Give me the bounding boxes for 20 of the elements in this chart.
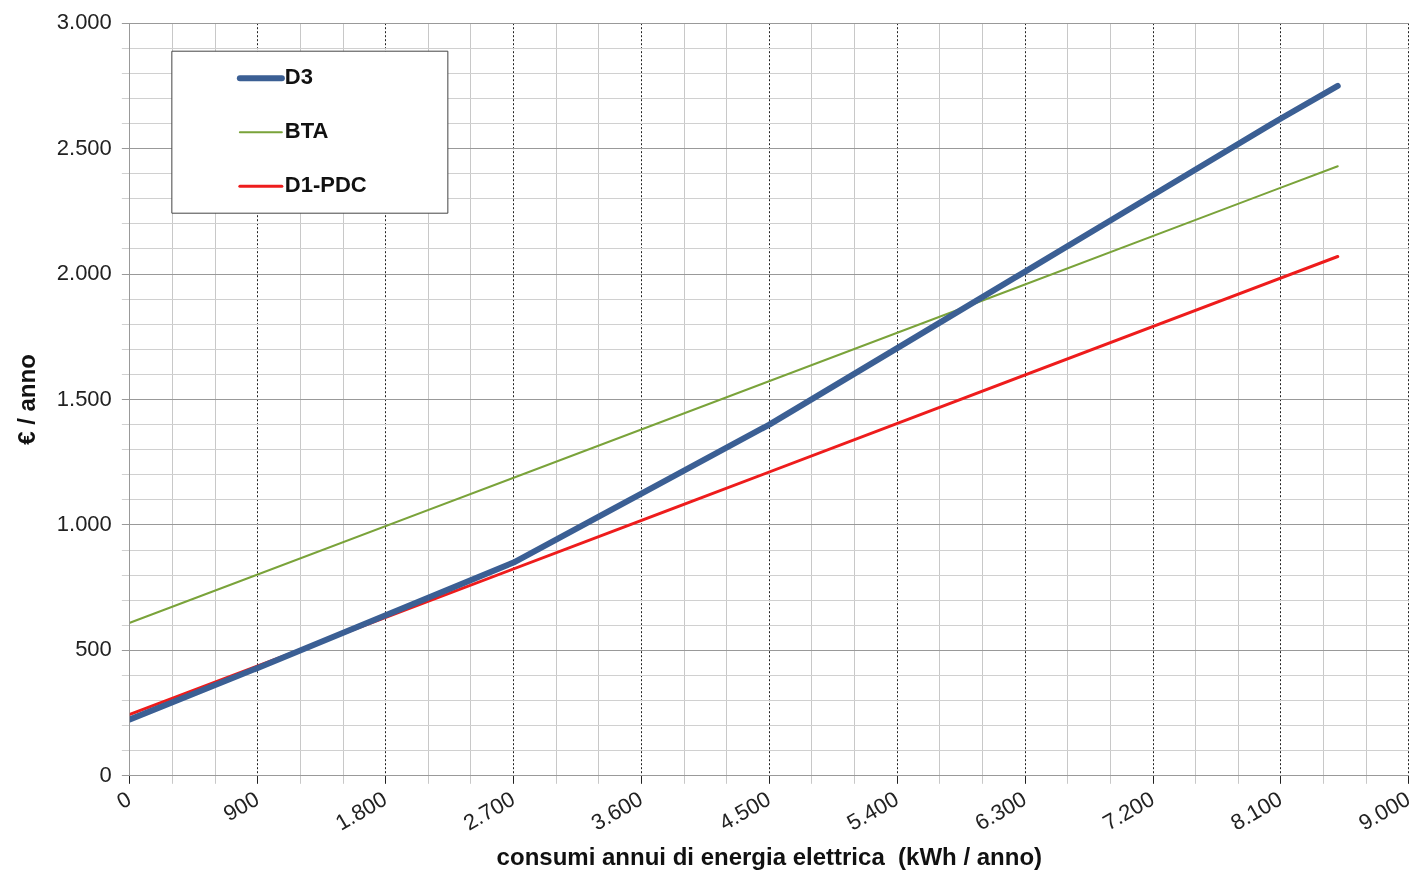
x-axis-title: consumi annui di energia elettrica (kWh / anno)	[496, 843, 1043, 871]
y-axis-title: € / anno	[13, 354, 41, 445]
y-tick-label: 0	[99, 761, 112, 787]
x-tick-label: 3.600	[586, 786, 647, 836]
legend-label: D3	[284, 64, 313, 90]
x-tick-label: 7.200	[1098, 786, 1159, 836]
x-tick-label: 8.100	[1226, 786, 1287, 836]
y-tick-label: 1.500	[56, 385, 112, 411]
legend-label: D1-PDC	[284, 172, 367, 198]
x-tick-label: 4.500	[714, 786, 775, 836]
y-tick-label: 500	[75, 636, 112, 662]
y-tick-label: 1.000	[56, 511, 112, 536]
y-tick-label: 3.000	[56, 9, 112, 35]
x-tick-label: 900	[219, 786, 264, 827]
y-tick-label: 2.500	[56, 134, 112, 160]
x-tick-label: 9.000	[1354, 786, 1415, 836]
y-tick-label: 2.000	[56, 260, 112, 286]
legend-label: BTA	[284, 118, 329, 144]
x-tick-label: 0	[112, 786, 136, 814]
x-tick-label: 6.300	[970, 786, 1031, 836]
